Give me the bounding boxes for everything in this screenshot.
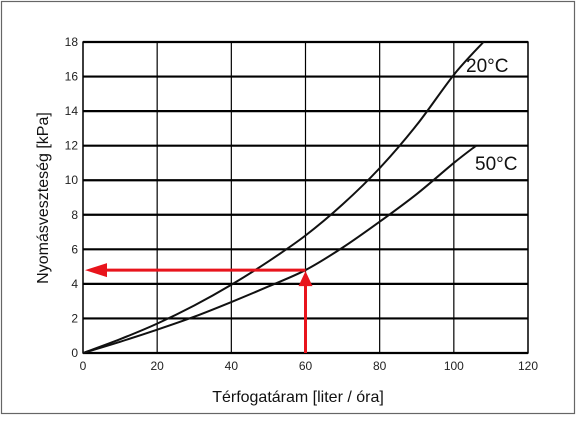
x-tick-label: 20	[150, 359, 164, 373]
y-tick-label: 12	[65, 139, 79, 153]
y-tick-label: 18	[65, 35, 79, 49]
curve-layer	[82, 41, 485, 354]
outer-frame	[0, 0, 576, 415]
x-tick-label: 80	[373, 359, 387, 373]
y-tick-label: 2	[71, 311, 78, 325]
x-tick-label: 0	[80, 359, 87, 373]
x-axis-title: Térfogatáram [liter / óra]	[212, 389, 384, 406]
series-label-20c: 20°C	[466, 56, 508, 77]
x-tick-label: 60	[299, 359, 313, 373]
y-tick-label: 0	[71, 346, 78, 360]
series-line-0	[82, 41, 485, 354]
y-tick-label: 6	[71, 242, 78, 256]
grid-layer	[82, 40, 529, 355]
x-tick-label: 40	[225, 359, 239, 373]
y-tick-label: 4	[71, 277, 78, 291]
series-line-1	[82, 144, 477, 354]
y-axis-title: Nyomásveszteség [kPa]	[35, 112, 52, 284]
x-tick-label: 120	[518, 359, 538, 373]
y-tick-label: 10	[65, 173, 79, 187]
series-label-50c: 50°C	[475, 154, 517, 175]
arrow-up-head	[298, 271, 313, 287]
y-tick-label: 8	[71, 208, 78, 222]
x-tick-label: 100	[444, 359, 464, 373]
y-tick-label: 16	[65, 70, 79, 84]
tick-layer: 0 2 4 6 8 10 12 14 16 18 0 20 40 60 80 100 120	[65, 35, 539, 373]
arrow-left-head	[85, 263, 107, 278]
annotation-layer	[85, 263, 313, 353]
y-tick-label: 14	[65, 104, 79, 118]
